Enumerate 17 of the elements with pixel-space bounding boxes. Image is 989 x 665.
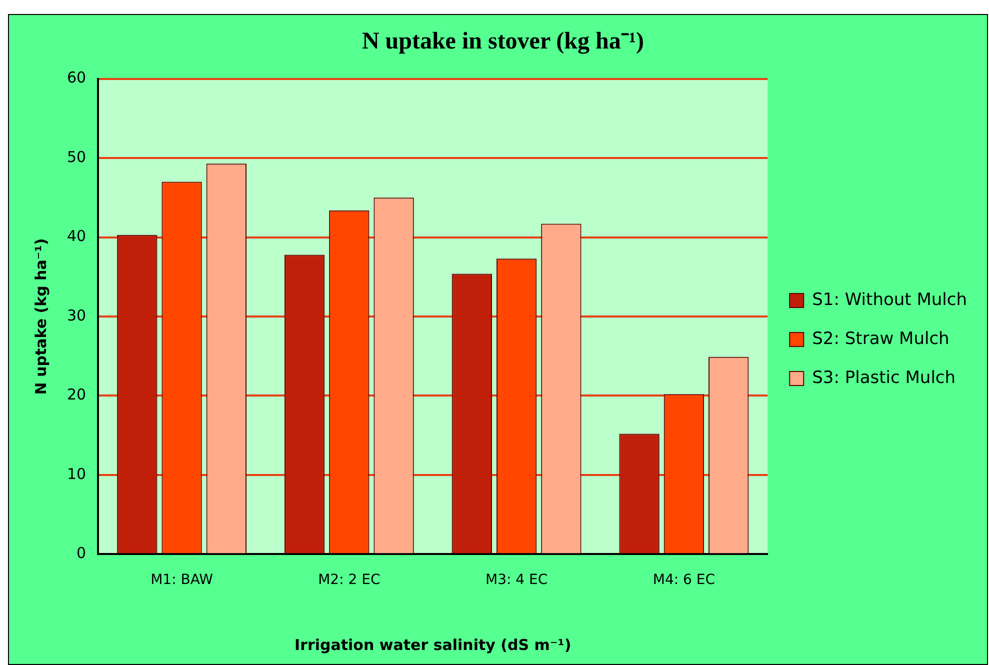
- x-tick-label: M4: 6 EC: [652, 572, 716, 588]
- y-tick-label: 10: [66, 464, 86, 483]
- y-axis-title: N uptake (kg ha⁻¹): [32, 238, 50, 395]
- y-tick-label: 60: [66, 68, 86, 87]
- y-tick-label: 40: [66, 227, 86, 246]
- x-tick-label: M3: 4 EC: [485, 572, 548, 588]
- x-tick-label: M2: 2 EC: [318, 572, 380, 588]
- y-tick-label: 50: [66, 148, 86, 166]
- x-tick-label: M1: BAW: [150, 572, 214, 588]
- y-tick-label: 0: [76, 544, 86, 562]
- y-tick-label: 20: [66, 386, 86, 404]
- legend-label: S1: Without Mulch: [812, 290, 968, 310]
- y-tick-label: 30: [66, 306, 86, 324]
- chart-title: N uptake in stover (kg ha⁻¹): [362, 28, 644, 55]
- legend-label: S3: Plastic Mulch: [812, 368, 956, 388]
- x-axis-title: Irrigation water salinity (dS m⁻¹): [294, 636, 572, 654]
- legend-label: S2: Straw Mulch: [812, 328, 950, 349]
